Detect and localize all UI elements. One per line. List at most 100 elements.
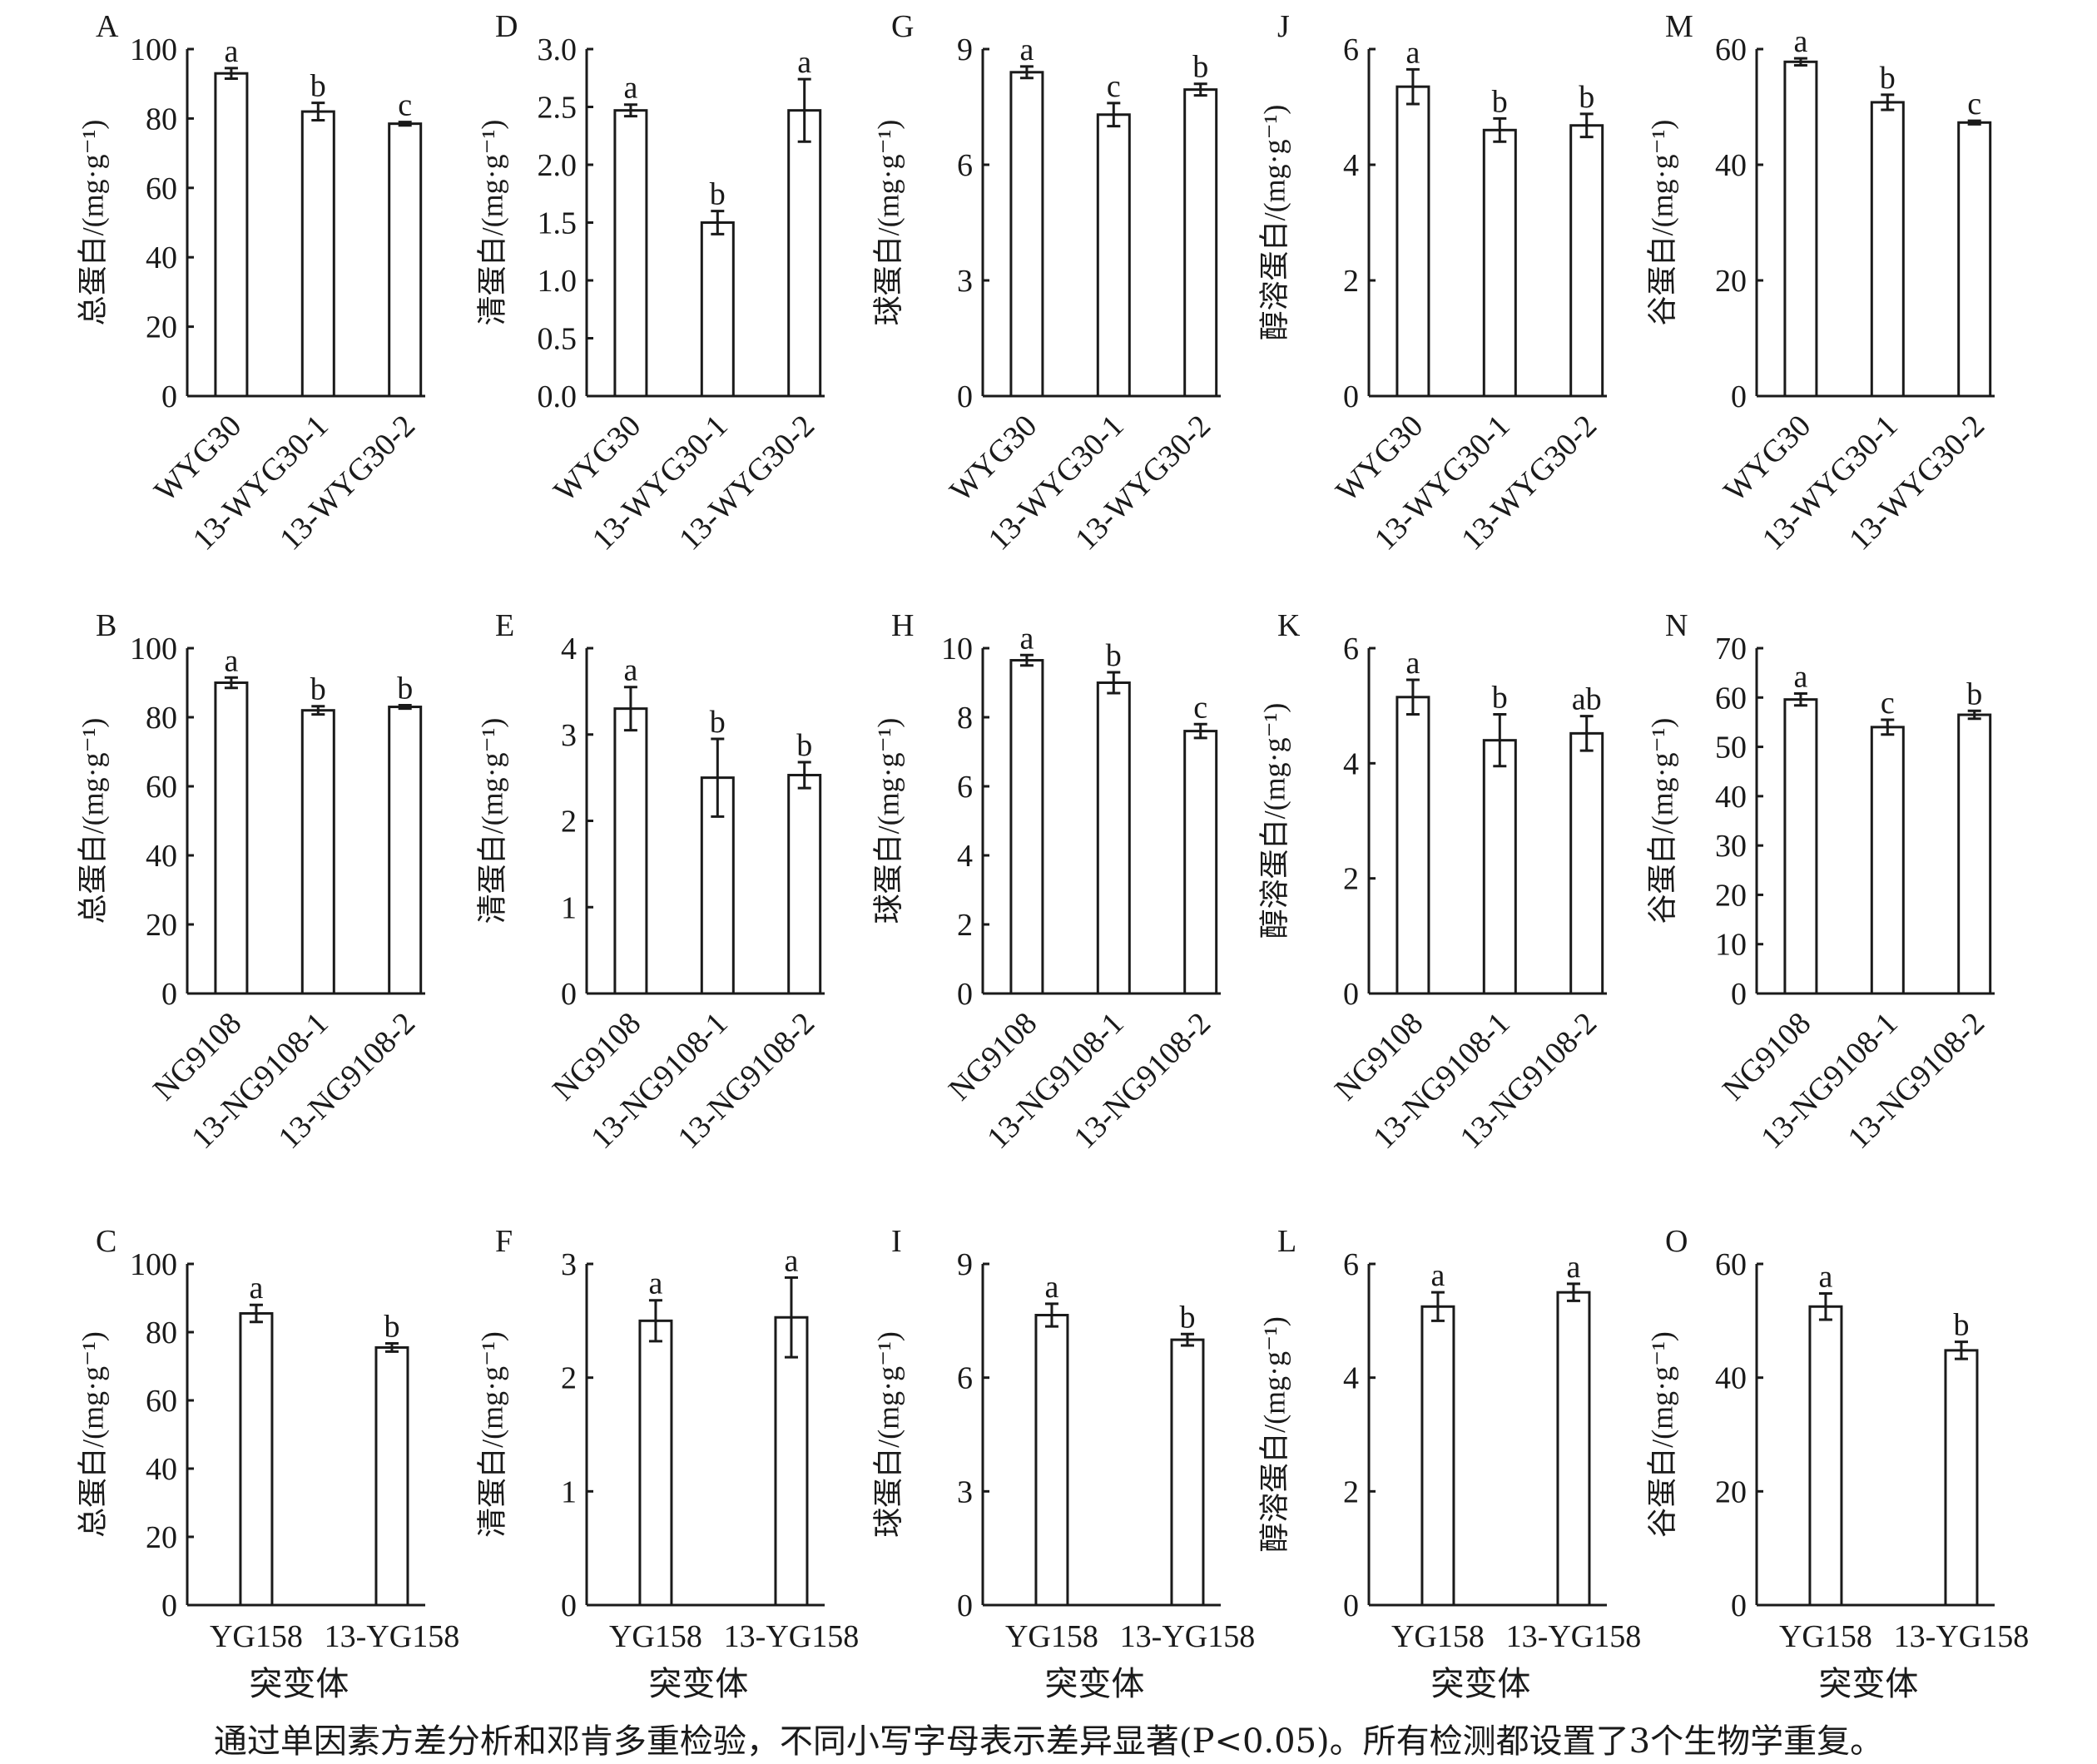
y-tick-label: 4 [957, 839, 973, 874]
bar [1034, 1314, 1069, 1607]
y-tick-label: 0 [957, 977, 973, 1012]
y-axis-label: 清蛋白/(mg·g⁻¹) [475, 120, 508, 326]
y-axis-label: 总蛋白/(mg·g⁻¹) [76, 718, 109, 924]
bar [388, 122, 423, 398]
significance-letter: a [1405, 35, 1420, 70]
bar [388, 706, 423, 995]
y-tick-label: 40 [146, 1452, 177, 1487]
y-tick-label: 40 [1715, 780, 1747, 815]
significance-letter: b [710, 705, 726, 740]
x-axis-label: 突变体 [648, 1665, 748, 1702]
significance-letter: a [797, 45, 811, 80]
x-tick-label: 13-YG158 [1120, 1619, 1256, 1654]
y-axis-label: 球蛋白/(mg·g⁻¹) [871, 718, 905, 924]
significance-letter: c [1967, 87, 1981, 121]
y-tick-label: 9 [957, 1247, 973, 1282]
bar [1957, 121, 1992, 398]
bar [1783, 698, 1818, 995]
x-tick-label: YG158 [609, 1619, 702, 1654]
panel-L: L 醇溶蛋白/(mg·g⁻¹) 0 2 4 6 a YG158 a 13-YG158 突变体 [1257, 1224, 1641, 1702]
y-tick-label: 0 [1343, 977, 1359, 1012]
y-tick-label: 80 [146, 701, 177, 736]
bar [300, 110, 335, 398]
bar [1396, 85, 1430, 398]
y-tick-label: 0 [561, 977, 577, 1012]
panel-letter: N [1665, 608, 1688, 643]
panel-letter: C [96, 1224, 116, 1259]
bar [638, 1319, 673, 1607]
significance-letter: c [398, 88, 412, 123]
panel-letter: L [1277, 1224, 1296, 1259]
significance-letter: b [1966, 676, 1982, 711]
y-tick-label: 20 [146, 310, 177, 345]
panel-letter: J [1277, 9, 1290, 44]
y-tick-label: 2.0 [538, 148, 578, 183]
y-tick-label: 100 [130, 32, 177, 67]
bar [787, 109, 822, 398]
y-tick-label: 60 [146, 1384, 177, 1419]
bar [1569, 731, 1604, 995]
y-tick-label: 3 [561, 1247, 577, 1282]
bar [1096, 681, 1131, 995]
significance-letter: a [1045, 1270, 1059, 1305]
bar [1556, 1291, 1591, 1607]
bar [1870, 101, 1905, 398]
bar [1183, 730, 1218, 995]
bar [774, 1316, 809, 1607]
y-tick-label: 20 [1715, 1474, 1747, 1509]
y-tick-label: 20 [146, 908, 177, 943]
panel-D: D清蛋白/(mg·g⁻¹)0.00.51.01.52.02.53.0aWYG30… [475, 9, 825, 557]
bar [239, 1311, 274, 1607]
bar [214, 681, 249, 995]
x-tick-label: YG158 [1391, 1619, 1485, 1654]
significance-letter: a [224, 643, 238, 678]
bar [1420, 1305, 1455, 1607]
significance-letter: a [224, 34, 238, 69]
significance-letter: a [785, 1243, 799, 1278]
y-tick-label: 6 [1343, 632, 1359, 666]
x-axis-label: 突变体 [249, 1665, 349, 1702]
significance-letter: a [623, 653, 637, 688]
significance-letter: a [1793, 24, 1807, 59]
bar [1183, 88, 1218, 398]
y-tick-label: 60 [1715, 32, 1747, 67]
y-tick-label: 2 [957, 908, 973, 943]
y-tick-label: 100 [130, 1247, 177, 1282]
significance-letter: b [397, 671, 413, 706]
y-tick-label: 0 [1731, 977, 1747, 1012]
significance-letter: b [1579, 80, 1594, 115]
y-tick-label: 80 [146, 1316, 177, 1350]
panel-letter: D [495, 9, 518, 44]
y-tick-label: 2.5 [538, 91, 578, 126]
y-tick-label: 6 [957, 770, 973, 805]
significance-letter: b [710, 177, 726, 212]
y-tick-label: 1 [561, 890, 577, 925]
significance-letter: ab [1572, 682, 1602, 717]
x-tick-label: YG158 [1005, 1619, 1098, 1654]
significance-letter: b [1492, 681, 1508, 716]
y-axis-label: 总蛋白/(mg·g⁻¹) [76, 1331, 109, 1538]
bar [613, 707, 648, 995]
panel-letter: G [891, 9, 914, 44]
significance-letter: b [1179, 1300, 1195, 1335]
y-tick-label: 0 [161, 1588, 177, 1623]
y-tick-label: 30 [1715, 829, 1747, 864]
significance-letter: c [1193, 690, 1207, 725]
y-tick-label: 2 [561, 805, 577, 840]
x-tick-label: YG158 [1779, 1619, 1872, 1654]
significance-letter: a [1019, 621, 1034, 656]
panel-I: I 球蛋白/(mg·g⁻¹) 0 3 6 9 a YG158 b 13-YG158 突变体 [871, 1224, 1255, 1702]
y-axis-label: 谷蛋白/(mg·g⁻¹) [1645, 1331, 1678, 1538]
bar [1944, 1349, 1979, 1607]
y-axis-label: 谷蛋白/(mg·g⁻¹) [1645, 718, 1678, 924]
x-tick-label: 13-YG158 [325, 1619, 460, 1654]
y-axis-label: 醇溶蛋白/(mg·g⁻¹) [1257, 1316, 1291, 1553]
y-axis-label: 总蛋白/(mg·g⁻¹) [76, 120, 109, 326]
y-axis-label: 球蛋白/(mg·g⁻¹) [871, 120, 905, 326]
y-tick-label: 10 [941, 632, 973, 666]
